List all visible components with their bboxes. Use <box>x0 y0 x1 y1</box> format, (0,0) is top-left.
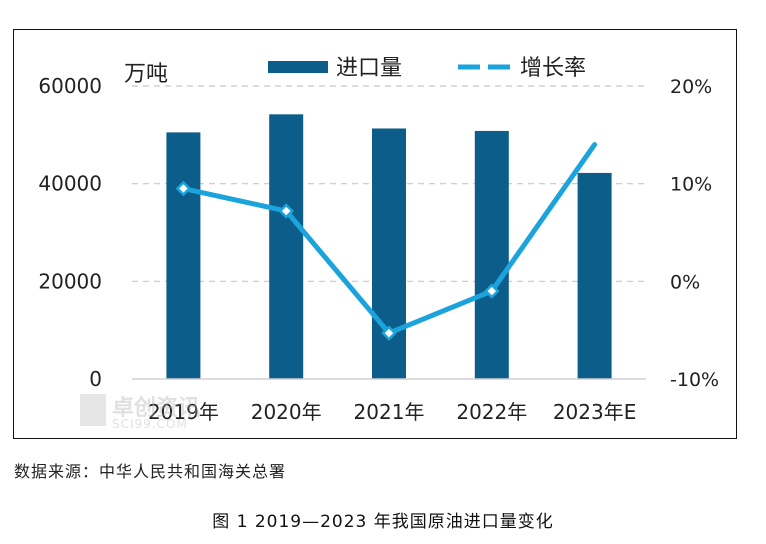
category-label: 2022年 <box>456 400 527 424</box>
left-axis-unit: 万吨 <box>124 62 168 87</box>
category-label: 2019年 <box>148 400 219 424</box>
chart-svg: 0 20000 40000 60000 -10% 0% 10% 20% 万吨 2019年 2020年… <box>14 30 738 440</box>
legend-bar-label: 进口量 <box>336 56 402 81</box>
left-tick-label: 60000 <box>38 74 102 98</box>
bar-5 <box>578 173 612 379</box>
category-label: 2021年 <box>354 400 425 424</box>
left-tick-label: 0 <box>89 367 102 391</box>
left-tick-label: 20000 <box>38 269 102 293</box>
legend-bar-swatch <box>268 61 328 73</box>
left-tick-label: 40000 <box>38 172 102 196</box>
figure-caption: 图 1 2019—2023 年我国原油进口量变化 <box>0 507 766 532</box>
legend-line-label: 增长率 <box>520 56 586 81</box>
bar-4 <box>475 131 509 379</box>
right-tick-label: -10% <box>670 369 719 391</box>
chart-frame: 0 20000 40000 60000 -10% 0% 10% 20% 万吨 2019年 2020年… <box>13 29 737 439</box>
right-tick-label: 10% <box>670 174 712 196</box>
category-label: 2020年 <box>251 400 322 424</box>
category-label: 2023年E <box>553 400 637 424</box>
bar-3 <box>372 128 406 379</box>
bar-1 <box>166 132 200 379</box>
right-tick-label: 20% <box>670 76 712 98</box>
bar-2 <box>269 114 303 379</box>
source-note: 数据来源：中华人民共和国海关总署 <box>14 458 286 482</box>
right-tick-label: 0% <box>670 271 700 293</box>
